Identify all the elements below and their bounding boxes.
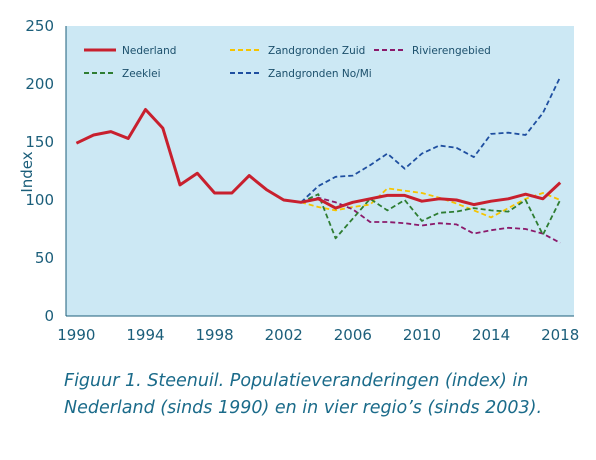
x-tick-label: 1990 xyxy=(57,326,95,344)
ticks-layer: 1990 1994 1998 2002 2006 2010 2014 2018 0 50 100 15… xyxy=(25,17,579,344)
legend-label: Zandgronden Zuid xyxy=(268,45,365,57)
legend-label: Zandgronden No/Mi xyxy=(268,68,372,80)
x-tick-label: 2002 xyxy=(265,326,303,344)
y-tick-label: 0 xyxy=(44,307,54,325)
x-tick-label: 1994 xyxy=(126,326,164,344)
chart: 1990 1994 1998 2002 2006 2010 2014 2018 0 50 100 15… xyxy=(18,17,579,344)
series-line-zandgronden-zuid xyxy=(300,187,561,219)
x-tick-label: 2010 xyxy=(403,326,441,344)
legend-label: Rivierengebied xyxy=(412,45,491,57)
caption-line-2: Nederland (sinds 1990) en in vier regio’… xyxy=(64,398,543,418)
legend-label: Nederland xyxy=(122,45,176,57)
axes-layer xyxy=(65,26,574,317)
caption-line-1: Figuur 1. Steenuil. Populatieverandering… xyxy=(64,371,529,391)
plot-background xyxy=(66,26,574,316)
series-layer xyxy=(75,76,562,244)
legend: Nederland Zandgronden Zuid Rivierengebied Z… xyxy=(84,45,491,80)
series-line-rivierengebied xyxy=(300,196,561,244)
series-line-zeeklei xyxy=(300,193,562,240)
x-tick-label: 2006 xyxy=(334,326,372,344)
y-tick-label: 250 xyxy=(25,17,54,35)
x-tick-label: 1998 xyxy=(196,326,234,344)
series-line-zandgronden-no-mi xyxy=(300,76,562,203)
x-tick-label: 2014 xyxy=(472,326,510,344)
y-tick-label: 50 xyxy=(35,249,54,267)
x-tick-label: 2018 xyxy=(541,326,579,344)
y-axis-label: Index xyxy=(18,151,36,192)
y-tick-label: 200 xyxy=(25,75,54,93)
legend-label: Zeeklei xyxy=(122,68,161,80)
y-tick-label: 150 xyxy=(25,133,54,151)
figure-caption: Figuur 1. Steenuil. Populatieverandering… xyxy=(64,368,584,422)
y-tick-label: 100 xyxy=(25,191,54,209)
series-line-nederland xyxy=(75,108,562,210)
